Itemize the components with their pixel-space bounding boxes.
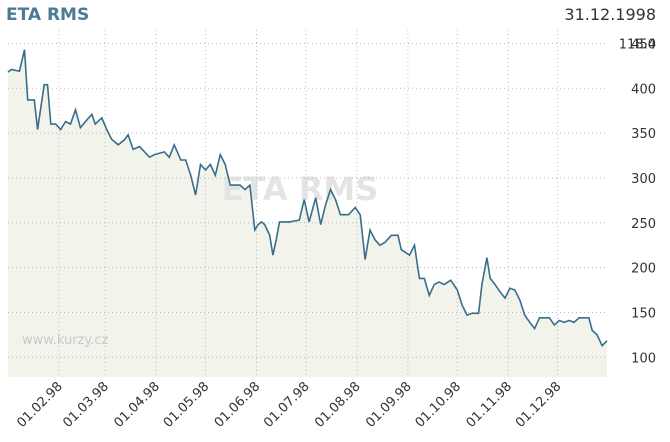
chart-title: ETA RMS bbox=[6, 5, 89, 25]
date-label: 31.12.1998 bbox=[564, 5, 656, 24]
y-tick-label: 300 bbox=[631, 172, 656, 187]
last-value-label: 118.4 bbox=[619, 37, 656, 52]
y-tick-label: 400 bbox=[631, 82, 656, 97]
x-tick-label: 01.05.98 bbox=[161, 379, 213, 431]
x-tick-label: 01.09.98 bbox=[363, 379, 415, 431]
x-tick-label: 01.03.98 bbox=[60, 379, 112, 431]
x-tick-label: 01.12.98 bbox=[513, 379, 565, 431]
y-tick-label: 250 bbox=[631, 217, 656, 232]
y-tick-label: 450 bbox=[631, 37, 656, 52]
y-tick-label: 200 bbox=[631, 262, 656, 277]
y-tick-label: 150 bbox=[631, 306, 656, 321]
x-tick-label: 01.08.98 bbox=[312, 379, 364, 431]
area bbox=[8, 49, 607, 377]
x-tick-label: 01.07.98 bbox=[261, 379, 313, 431]
x-tick-label: 01.11.98 bbox=[464, 379, 516, 431]
source: www.kurzy.cz bbox=[22, 333, 108, 348]
x-tick-label: 01.10.98 bbox=[413, 379, 465, 431]
x-tick-label: 01.04.98 bbox=[111, 379, 163, 431]
x-tick-label: 01.06.98 bbox=[212, 379, 264, 431]
line bbox=[7, 49, 608, 347]
y-tick-label: 100 bbox=[631, 351, 656, 366]
x-tick-label: 01.02.98 bbox=[14, 379, 66, 431]
y-tick-label: 350 bbox=[631, 127, 656, 142]
watermark: ETA RMS bbox=[222, 170, 379, 208]
